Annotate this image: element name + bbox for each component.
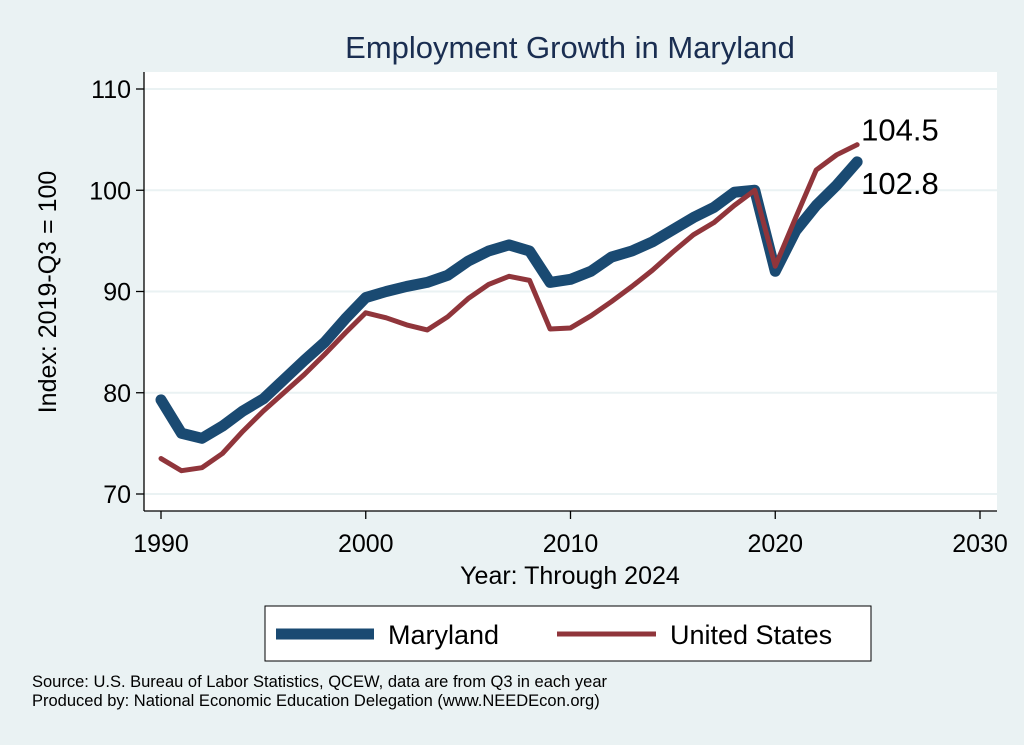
- chart-title: Employment Growth in Maryland: [345, 30, 795, 65]
- series-line-united-states: [158, 142, 860, 474]
- legend-label-maryland: Maryland: [388, 620, 499, 650]
- source-note: Source: U.S. Bureau of Labor Statistics,…: [32, 673, 608, 691]
- y-axis-title: Index: 2019-Q3 = 100: [34, 171, 62, 414]
- y-tick-label: 70: [103, 481, 131, 509]
- y-tick-label: 90: [103, 279, 131, 307]
- y-axis-ticks: 70 80 90 100 110: [89, 76, 144, 509]
- series-line-maryland: [155, 156, 863, 444]
- end-label-maryland: 102.8: [861, 166, 939, 201]
- x-tick-label: 2010: [543, 530, 599, 558]
- y-tick-label: 100: [89, 177, 131, 205]
- end-label-united-states: 104.5: [861, 113, 939, 148]
- x-tick-label: 2030: [952, 530, 1008, 558]
- y-tick-label: 110: [91, 76, 131, 104]
- x-axis-title: Year: Through 2024: [460, 562, 680, 590]
- legend: Maryland United States: [264, 605, 872, 662]
- series-layer: [155, 142, 863, 474]
- producer-note: Produced by: National Economic Education…: [32, 692, 600, 710]
- end-labels: 104.5 102.8: [861, 113, 939, 201]
- legend-label-united-states: United States: [670, 620, 832, 650]
- x-tick-label: 1990: [133, 530, 189, 558]
- x-axis-ticks: 1990 2000 2010 2020 2030: [133, 511, 1008, 558]
- x-tick-label: 2000: [338, 530, 394, 558]
- x-tick-label: 2020: [747, 530, 803, 558]
- y-tick-label: 80: [103, 380, 131, 408]
